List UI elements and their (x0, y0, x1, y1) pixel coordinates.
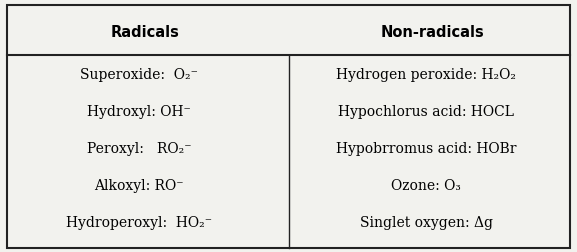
Text: Hydroperoxyl:  HO₂⁻: Hydroperoxyl: HO₂⁻ (66, 215, 212, 229)
Text: Superoxide:  O₂⁻: Superoxide: O₂⁻ (80, 68, 198, 82)
Text: Hydroxyl: OH⁻: Hydroxyl: OH⁻ (87, 105, 191, 118)
Text: Non-radicals: Non-radicals (380, 25, 484, 40)
Text: Ozone: O₃: Ozone: O₃ (391, 178, 461, 192)
Text: Hypobrromus acid: HOBr: Hypobrromus acid: HOBr (336, 141, 516, 155)
Text: Hypochlorus acid: HOCL: Hypochlorus acid: HOCL (338, 105, 514, 118)
Text: Peroxyl:   RO₂⁻: Peroxyl: RO₂⁻ (87, 141, 192, 155)
Text: Singlet oxygen: Δg: Singlet oxygen: Δg (360, 215, 493, 229)
Text: Hydrogen peroxide: H₂O₂: Hydrogen peroxide: H₂O₂ (336, 68, 516, 82)
Text: Alkoxyl: RO⁻: Alkoxyl: RO⁻ (95, 178, 184, 192)
Text: Radicals: Radicals (111, 25, 179, 40)
